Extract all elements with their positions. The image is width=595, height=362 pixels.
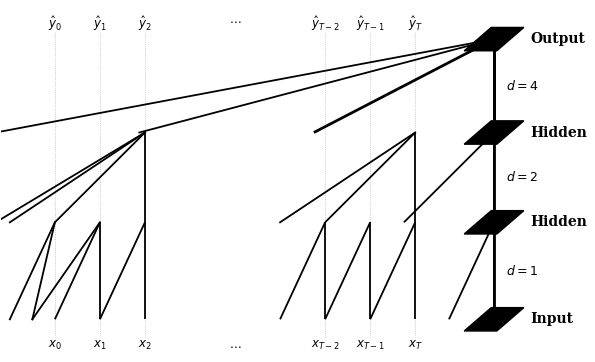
Text: $d=4$: $d=4$	[506, 79, 539, 93]
Text: $x_1$: $x_1$	[93, 338, 107, 352]
Text: Input: Input	[531, 312, 574, 326]
Text: Output: Output	[531, 32, 585, 46]
Text: $d=1$: $d=1$	[506, 264, 538, 278]
Text: $x_T$: $x_T$	[408, 338, 422, 352]
Text: $\hat{y}_{T-1}$: $\hat{y}_{T-1}$	[356, 14, 384, 33]
Polygon shape	[464, 121, 524, 144]
Polygon shape	[464, 308, 524, 331]
Text: $x_2$: $x_2$	[138, 338, 152, 352]
Text: $\hat{y}_1$: $\hat{y}_1$	[93, 14, 107, 33]
Text: $\hat{y}_{T-2}$: $\hat{y}_{T-2}$	[311, 14, 340, 33]
Polygon shape	[464, 211, 524, 234]
Text: $\cdots$: $\cdots$	[229, 338, 241, 352]
Text: $\cdots$: $\cdots$	[229, 14, 241, 27]
Text: Hidden: Hidden	[531, 215, 587, 229]
Polygon shape	[464, 28, 524, 51]
Text: $\hat{y}_2$: $\hat{y}_2$	[138, 14, 152, 33]
Text: $x_0$: $x_0$	[48, 338, 62, 352]
Text: $x_{T-2}$: $x_{T-2}$	[311, 338, 340, 352]
Text: $x_{T-1}$: $x_{T-1}$	[356, 338, 384, 352]
Text: $d=2$: $d=2$	[506, 171, 538, 184]
Text: $\hat{y}_0$: $\hat{y}_0$	[48, 14, 62, 33]
Text: $\hat{y}_T$: $\hat{y}_T$	[408, 14, 422, 33]
Text: Hidden: Hidden	[531, 126, 587, 139]
